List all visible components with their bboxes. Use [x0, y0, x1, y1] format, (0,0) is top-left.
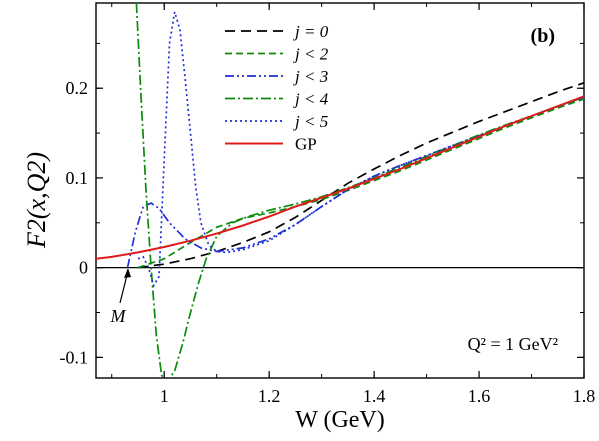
y-tick-label: 0.1: [66, 168, 89, 188]
x-tick-label: 1.6: [468, 386, 491, 406]
series-line-2: [126, 96, 584, 268]
series-line-4: [137, 11, 584, 288]
series-layer: [96, 3, 584, 378]
plot-frame: [95, 2, 585, 379]
y-axis-label: F2(x,Q2): [22, 152, 51, 249]
series-line-1: [137, 98, 584, 269]
legend-label-2: j < 3: [293, 67, 328, 86]
threshold-arrowhead: [124, 268, 131, 278]
x-tick-label: 1: [160, 386, 169, 406]
x-axis-label: W (GeV): [295, 407, 385, 433]
x-tick-label: 1.2: [258, 386, 281, 406]
threshold-annotation-label: M: [110, 306, 127, 326]
legend-label-1: j < 2: [293, 45, 329, 64]
series-line-3: [135, 3, 584, 378]
y-tick-label: -0.1: [60, 347, 89, 367]
legend-label-4: j < 5: [293, 112, 328, 131]
series-line-0: [137, 81, 584, 269]
legend-label-3: j < 4: [293, 90, 329, 109]
axis-ticks: 1 1.2 1.4 1.6 1.8 -0.1 0 0.1 0.2: [60, 3, 596, 406]
x-tick-label: 1.8: [573, 386, 596, 406]
series-line-5: [96, 95, 584, 260]
panel-label: (b): [531, 25, 555, 47]
legend: j = 0 j < 2 j < 3 j < 4 j < 5 GP: [225, 22, 329, 154]
y-tick-label: 0: [79, 258, 88, 278]
threshold-annotation-arrow: [119, 274, 128, 304]
legend-label-5: GP: [295, 135, 317, 154]
legend-label-0: j = 0: [293, 22, 329, 41]
q2-annotation: Q² = 1 GeV²: [468, 334, 558, 354]
y-tick-label: 0.2: [66, 78, 89, 98]
x-tick-label: 1.4: [363, 386, 386, 406]
